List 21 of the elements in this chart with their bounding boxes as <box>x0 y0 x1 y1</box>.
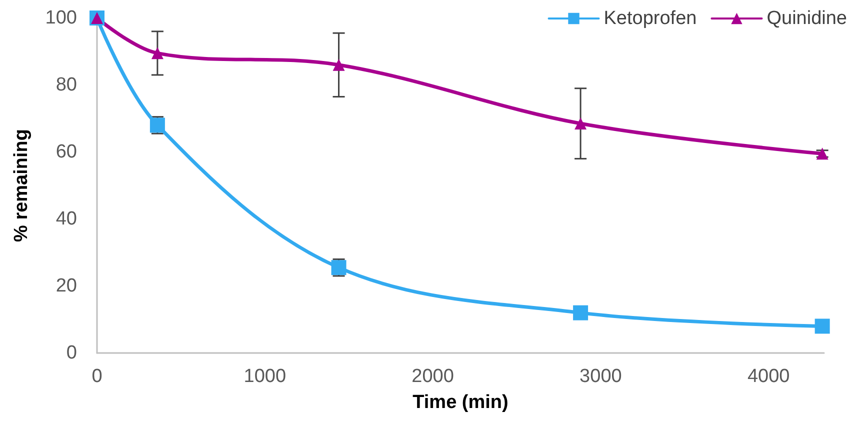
point <box>816 148 828 160</box>
x-tick-label: 3000 <box>580 366 622 387</box>
point <box>151 47 164 60</box>
x-tick-label: 0 <box>92 366 102 387</box>
y-tick-label: 100 <box>45 8 77 28</box>
x-tick-label: 4000 <box>747 366 790 387</box>
x-tick-label: 1000 <box>244 366 286 387</box>
y-tick-label: 40 <box>56 208 77 230</box>
x-tick-label: 2000 <box>412 366 454 387</box>
point <box>574 118 587 130</box>
y-tick-label: 80 <box>56 74 77 96</box>
point <box>573 305 588 320</box>
point <box>814 318 830 334</box>
y-tick-label: 0 <box>66 342 77 364</box>
point <box>332 58 345 71</box>
x-axis-title: Time (min) <box>412 392 508 413</box>
y-tick-label: 60 <box>56 142 77 162</box>
y-tick-label: 20 <box>56 276 77 296</box>
y-axis-title: % remaining <box>11 129 32 242</box>
legend-label: Ketoprofen <box>604 8 697 29</box>
legend-label: Quinidine <box>766 8 848 29</box>
